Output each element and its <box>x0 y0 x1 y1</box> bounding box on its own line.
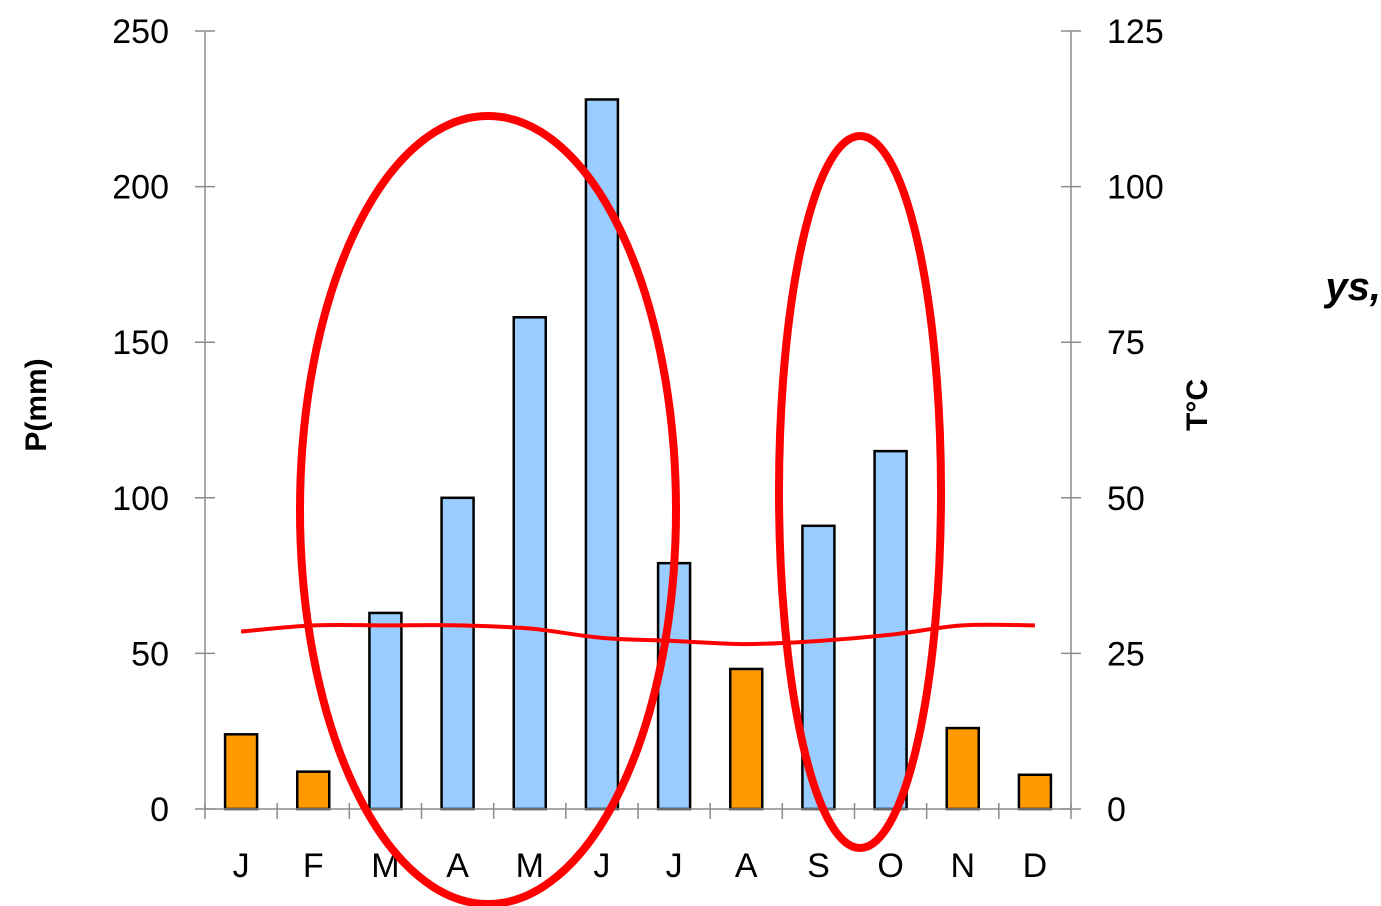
y-tick-label: 50 <box>131 635 169 673</box>
x-tick-label: M <box>516 847 544 885</box>
precip-bar-1 <box>223 733 259 811</box>
precip-bar-12 <box>1017 773 1053 811</box>
x-tick-label: D <box>1023 847 1048 885</box>
x-tick-label: J <box>593 847 610 885</box>
precip-bar-6 <box>584 98 620 811</box>
annotation-ellipse-wet-season-1 <box>296 112 680 906</box>
x-tick-label: A <box>735 847 758 885</box>
annotation-ellipse-wet-season-2 <box>775 132 945 852</box>
y-tick-label: 150 <box>112 324 169 362</box>
y2-tick-label: 0 <box>1107 791 1126 829</box>
x-tick-label: O <box>877 847 903 885</box>
temperature-line <box>240 622 1035 647</box>
y2-tick-label: 125 <box>1107 13 1164 51</box>
y-tick-label: 0 <box>150 791 169 829</box>
precip-bar-2 <box>296 770 331 811</box>
precip-bar-10 <box>873 449 908 811</box>
y2-tick-label: 50 <box>1107 480 1145 518</box>
y-axis-title: P(mm) <box>20 358 53 451</box>
precip-bar-5 <box>512 316 547 811</box>
x-tick-label: S <box>807 847 830 885</box>
bars-group <box>223 98 1053 811</box>
x-tick-label: J <box>233 847 250 885</box>
y-tick-label: 100 <box>112 480 169 518</box>
cropped-text-fragment: ys, <box>1323 265 1381 309</box>
precip-bar-3 <box>368 611 403 811</box>
x-tick-label: F <box>303 847 324 885</box>
annotation-group <box>296 112 945 906</box>
precip-bar-8 <box>729 667 764 811</box>
y2-tick-label: 25 <box>1107 635 1145 673</box>
y2-axis-title: T°C <box>1181 379 1214 431</box>
x-tick-label: J <box>666 847 683 885</box>
y2-tick-label: 75 <box>1107 324 1145 362</box>
x-tick-label: N <box>950 847 975 885</box>
precip-bar-11 <box>945 726 980 811</box>
y2-tick-label: 100 <box>1107 169 1164 207</box>
x-tick-label: A <box>446 847 469 885</box>
y-tick-label: 250 <box>112 13 169 51</box>
temperature-line-group <box>240 622 1035 647</box>
precip-bar-4 <box>440 496 475 811</box>
y-tick-label: 200 <box>112 169 169 207</box>
